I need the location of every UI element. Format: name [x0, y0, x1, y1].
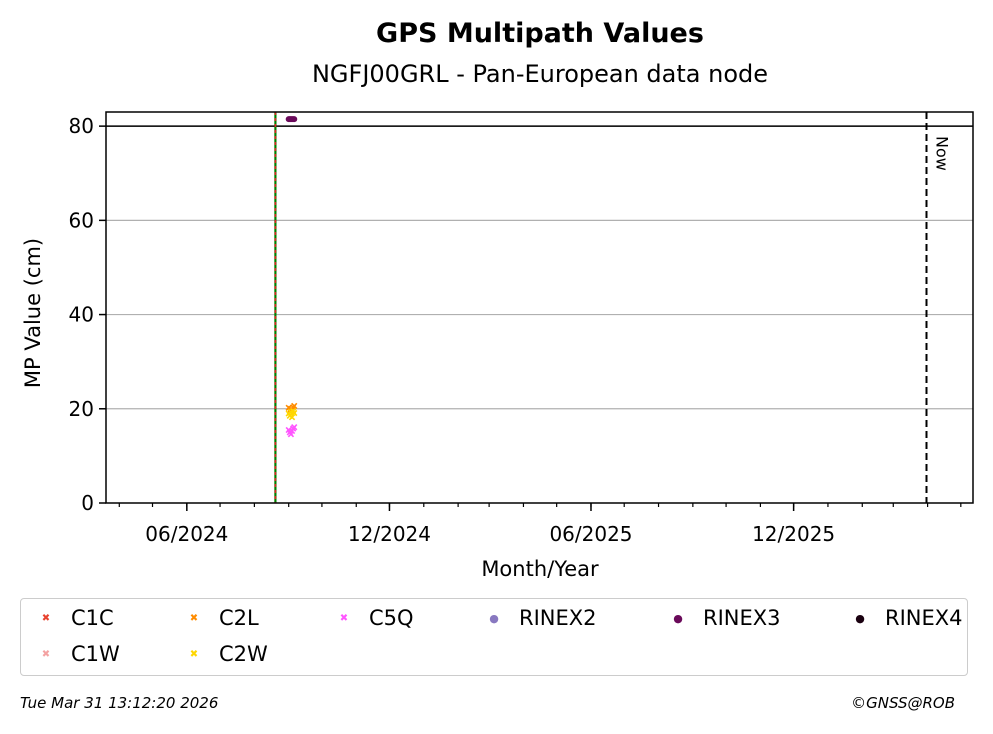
- legend-label: RINEX3: [703, 606, 781, 630]
- plot-frame: [105, 111, 974, 504]
- y-axis-label: MP Value (cm): [21, 238, 45, 388]
- legend-marker-c5q: ✖: [339, 613, 349, 624]
- point-c5q: [291, 423, 298, 431]
- x-tick-label: 06/2024: [145, 522, 228, 546]
- legend-marker-rinex3: ●: [673, 612, 683, 625]
- legend-item-c2w: ✖ C2W: [181, 642, 268, 666]
- timestamp: Tue Mar 31 13:12:20 2026: [20, 694, 219, 712]
- legend-marker-c2l: ✖: [189, 613, 199, 624]
- legend: ✖ C1C ✖ C2L ✖ C5Q ● RINEX2 ● RINEX3 ● RINEX4 ✖ C1W ✖ C2…: [20, 598, 968, 676]
- legend-label: RINEX2: [519, 606, 597, 630]
- legend-item-c2l: ✖ C2L: [181, 606, 259, 630]
- y-tick-label: 20: [69, 397, 94, 421]
- legend-item-rinex2: ● RINEX2: [481, 606, 597, 630]
- chart-title: GPS Multipath Values: [376, 18, 704, 49]
- axes: 0 20 40 60 80 06/2024 12/2024 06/2025 12/2025: [69, 111, 974, 546]
- x-tick-label: 12/2025: [752, 522, 835, 546]
- legend-label: C5Q: [369, 606, 414, 630]
- point-c2w: [291, 409, 298, 417]
- y-tick-label: 0: [81, 491, 94, 515]
- legend-marker-c1w: ✖: [41, 649, 51, 660]
- chart-subtitle: NGFJ00GRL - Pan-European data node: [312, 60, 768, 88]
- legend-marker-rinex4: ●: [855, 612, 865, 625]
- grid-lines: [106, 125, 973, 410]
- legend-item-c1c: ✖ C1C: [33, 606, 114, 630]
- y-tick-label: 60: [69, 208, 94, 232]
- legend-marker-rinex2: ●: [489, 612, 499, 625]
- legend-label: C2W: [219, 642, 268, 666]
- legend-label: C2L: [219, 606, 259, 630]
- vertical-markers: Now: [106, 112, 973, 503]
- point-c2l: [291, 402, 298, 410]
- y-tick-label: 80: [69, 114, 94, 138]
- legend-item-c1w: ✖ C1W: [33, 642, 120, 666]
- legend-item-rinex3: ● RINEX3: [665, 606, 781, 630]
- legend-label: C1C: [71, 606, 114, 630]
- x-tick-label: 06/2025: [549, 522, 632, 546]
- y-tick-label: 40: [69, 303, 94, 327]
- legend-label: RINEX4: [885, 606, 963, 630]
- legend-item-rinex4: ● RINEX4: [847, 606, 963, 630]
- legend-marker-c2w: ✖: [189, 649, 199, 660]
- now-label: Now: [932, 136, 951, 171]
- point-rinex3: [291, 116, 298, 123]
- data-points: [285, 116, 298, 438]
- legend-marker-c1c: ✖: [41, 613, 51, 624]
- legend-item-c5q: ✖ C5Q: [331, 606, 414, 630]
- legend-label: C1W: [71, 642, 120, 666]
- x-tick-label: 12/2024: [348, 522, 431, 546]
- credit: ©GNSS@ROB: [851, 694, 955, 712]
- point-c2w: [288, 414, 296, 421]
- x-axis-label: Month/Year: [481, 557, 599, 581]
